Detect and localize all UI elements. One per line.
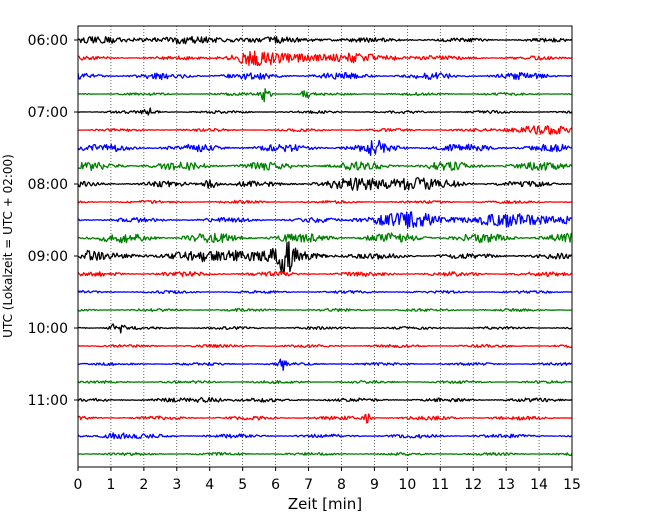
trace-0815 <box>77 199 573 205</box>
trace-1115 <box>77 413 573 424</box>
trace-1100 <box>77 396 573 403</box>
trace-1045 <box>77 379 573 385</box>
x-tick-label-7: 7 <box>304 477 313 493</box>
y-tick-label-4: 10:00 <box>28 321 68 337</box>
x-tick-label-4: 4 <box>205 477 214 493</box>
trace-0800 <box>77 177 573 191</box>
x-tick-label-10: 10 <box>398 477 416 493</box>
x-axis-label: Zeit [min] <box>288 495 362 513</box>
seismic-traces <box>77 35 573 457</box>
y-tick-label-5: 11:00 <box>28 393 68 409</box>
trace-0715 <box>77 125 573 135</box>
trace-0600 <box>77 35 573 45</box>
y-axis-label: UTC (Lokalzeit = UTC + 02:00) <box>1 154 15 338</box>
x-tick-label-2: 2 <box>139 477 148 493</box>
trace-0900 <box>77 241 573 275</box>
x-tick-label-6: 6 <box>271 477 280 493</box>
trace-1030 <box>77 358 573 371</box>
x-tick-label-14: 14 <box>530 477 548 493</box>
x-tick-label-13: 13 <box>497 477 515 493</box>
trace-0845 <box>77 232 573 244</box>
x-tick-label-8: 8 <box>337 477 346 493</box>
trace-1145 <box>77 451 573 457</box>
plot-frame <box>77 25 573 468</box>
trace-0630 <box>77 71 573 81</box>
trace-0930 <box>77 289 573 295</box>
trace-0945 <box>77 307 573 313</box>
trace-0615 <box>77 50 573 67</box>
trace-0645 <box>77 88 573 103</box>
y-tick-label-2: 08:00 <box>28 177 68 193</box>
x-tick-label-15: 15 <box>563 477 581 493</box>
y-axis-ticks: 06:00 07:00 08:00 09:00 10:00 11:00 <box>28 33 78 409</box>
x-tick-label-0: 0 <box>74 477 83 493</box>
trace-0915 <box>77 270 573 278</box>
x-tick-label-1: 1 <box>106 477 115 493</box>
trace-1000 <box>77 323 573 334</box>
trace-0745 <box>77 161 573 172</box>
x-tick-label-5: 5 <box>238 477 247 493</box>
x-tick-label-9: 9 <box>370 477 379 493</box>
x-tick-label-11: 11 <box>431 477 449 493</box>
y-tick-label-1: 07:00 <box>28 105 68 121</box>
trace-0700 <box>77 107 573 116</box>
x-tick-label-12: 12 <box>464 477 482 493</box>
trace-0730 <box>77 139 573 157</box>
y-tick-label-3: 09:00 <box>28 249 68 265</box>
trace-1015 <box>77 343 573 349</box>
x-axis-ticks: 0 1 2 3 4 5 6 7 8 9 10 11 12 13 14 15 <box>74 467 581 493</box>
trace-1130 <box>77 432 573 440</box>
y-tick-label-0: 06:00 <box>28 33 68 49</box>
x-tick-label-3: 3 <box>172 477 181 493</box>
trace-0830 <box>77 211 573 229</box>
plot-background <box>78 26 572 467</box>
